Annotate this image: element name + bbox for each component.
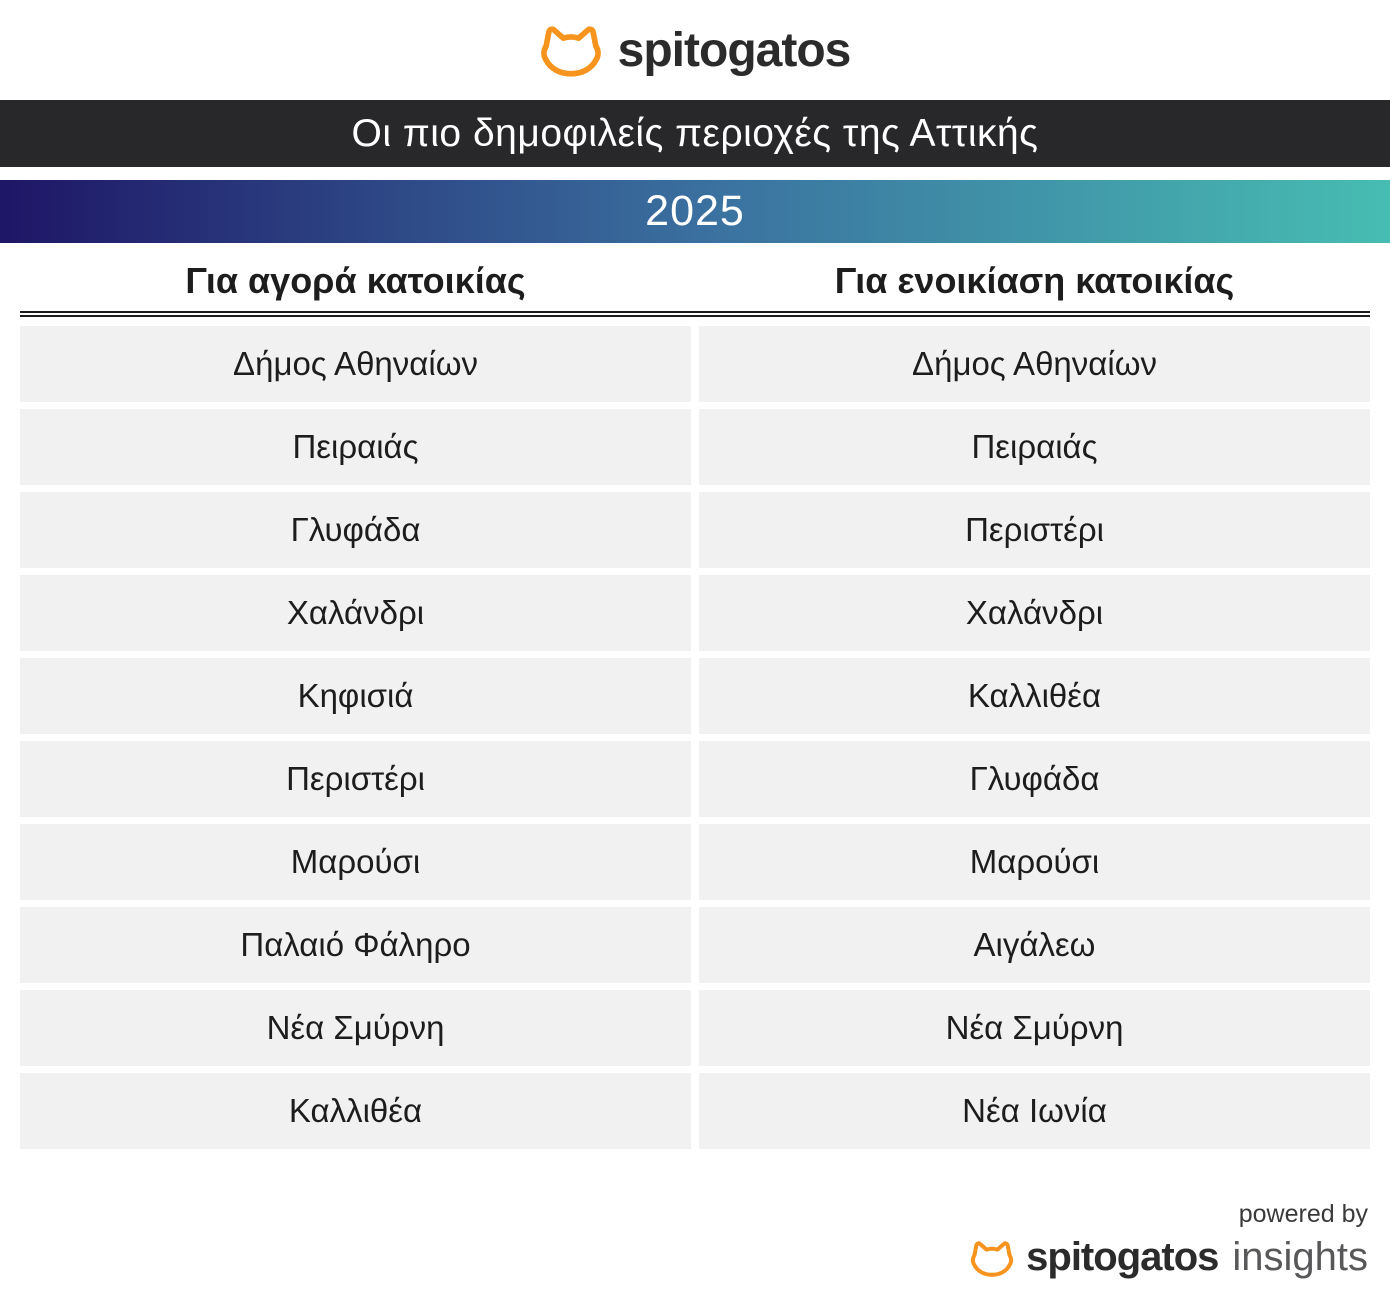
table-cell: Μαρούσι (20, 824, 691, 900)
table-cell: Νέα Σμύρνη (699, 990, 1370, 1066)
table-cell: Αιγάλεω (699, 907, 1370, 983)
brand-wordmark: spitogatos (617, 23, 852, 77)
brand-wordmark: spitogatos (1026, 1235, 1219, 1279)
table-cell: Μαρούσι (699, 824, 1370, 900)
table-cell: Πειραιάς (699, 409, 1370, 485)
table-cell: Δήμος Αθηναίων (20, 326, 691, 402)
table-cell: Νέα Ιωνία (699, 1073, 1370, 1149)
table-cell: Γλυφάδα (20, 492, 691, 568)
powered-by-label: powered by (1238, 1200, 1368, 1228)
table-cell: Χαλάνδρι (699, 575, 1370, 651)
ranking-table: Για αγορά κατοικίας Για ενοικίαση κατοικ… (20, 243, 1370, 1149)
cat-icon (971, 1240, 1014, 1277)
table-cell: Καλλιθέα (699, 658, 1370, 734)
table-cell: Κηφισιά (20, 658, 691, 734)
table-cell: Νέα Σμύρνη (20, 990, 691, 1066)
year-label: 2025 (645, 187, 745, 235)
table-cell: Χαλάνδρι (20, 575, 691, 651)
table-cell: Πειραιάς (20, 409, 691, 485)
table-body: Δήμος Αθηναίων Δήμος Αθηναίων Πειραιάς Π… (20, 326, 1370, 1149)
spitogatos-insights-logo: spitogatos insights (970, 1235, 1368, 1280)
table-cell: Παλαιό Φάληρο (20, 907, 691, 983)
table-cell: Καλλιθέα (20, 1073, 691, 1149)
spitogatos-logo: spitogatos (0, 0, 1390, 100)
insights-label: insights (1232, 1235, 1368, 1279)
table-cell: Περιστέρι (699, 492, 1370, 568)
table-cell: Γλυφάδα (699, 741, 1370, 817)
table-header-row: Για αγορά κατοικίας Για ενοικίαση κατοικ… (20, 243, 1370, 317)
title-bar: Οι πιο δημοφιλείς περιοχές της Αττικής (0, 100, 1390, 167)
table-cell: Δήμος Αθηναίων (699, 326, 1370, 402)
table-cell: Περιστέρι (20, 741, 691, 817)
page-title: Οι πιο δημοφιλείς περιοχές της Αττικής (351, 111, 1039, 155)
column-header-rent: Για ενοικίαση κατοικίας (834, 260, 1235, 301)
column-header-buy: Για αγορά κατοικίας (185, 260, 526, 301)
cat-icon (540, 26, 601, 77)
footer: powered by spitogatos insights (970, 1200, 1368, 1280)
year-bar: 2025 (0, 180, 1390, 243)
